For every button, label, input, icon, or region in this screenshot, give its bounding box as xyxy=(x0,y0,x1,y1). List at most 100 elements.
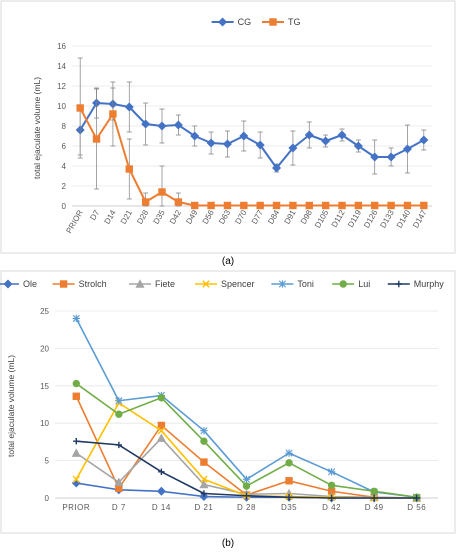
b-legend-swatch-marker xyxy=(135,279,145,288)
b-point-lui xyxy=(115,410,123,418)
a-point-tg xyxy=(174,198,183,206)
b-point-toni xyxy=(285,449,293,457)
a-point-cg xyxy=(173,120,183,130)
a-legend-label: CG xyxy=(238,17,252,27)
a-point-cg xyxy=(222,139,232,149)
b-legend-swatch-marker xyxy=(3,279,13,289)
b-legend-label: Lui xyxy=(358,279,370,289)
a-legend-swatch-marker xyxy=(218,17,228,27)
a-series-tg xyxy=(76,57,428,210)
b-point-murphy xyxy=(200,490,208,497)
a-point-cg xyxy=(337,130,347,140)
b-point-murphy xyxy=(158,468,165,476)
b-y-tick-label: 15 xyxy=(40,382,49,391)
a-point-cg xyxy=(386,152,396,162)
a-y-tick-label: 10 xyxy=(57,102,66,111)
a-point-cg xyxy=(272,163,282,173)
b-point-strolch xyxy=(115,484,123,492)
b-point-toni xyxy=(327,468,336,476)
a-point-tg xyxy=(92,135,101,143)
b-x-tick-label: PRIOR xyxy=(62,503,90,512)
a-point-cg xyxy=(288,143,298,153)
a-point-tg xyxy=(256,201,264,210)
a-point-cg xyxy=(141,119,151,129)
chart-b-legend: Ole Strolch Fiete Spencer Toni Lui Murphy xyxy=(0,279,444,289)
b-y-tick-label: 5 xyxy=(45,457,50,466)
b-point-lui xyxy=(157,394,166,402)
b-point-strolch xyxy=(285,477,293,485)
b-x-tick-label: D 56 xyxy=(407,503,426,512)
b-x-tick-label: D 7 xyxy=(112,503,126,512)
a-point-tg xyxy=(141,198,150,206)
b-x-tick-label: D 14 xyxy=(152,503,171,512)
chart-b-y-ticks: 0 5 10 15 20 25 xyxy=(40,307,49,503)
b-point-lui xyxy=(72,379,80,388)
b-legend-item-spencer: Spencer xyxy=(195,279,255,289)
a-point-tg xyxy=(207,201,215,210)
b-point-lui xyxy=(242,482,251,490)
a-y-tick-label: 6 xyxy=(62,142,67,151)
b-point-fiete xyxy=(71,448,81,457)
b-point-murphy xyxy=(413,494,420,502)
a-legend-item-tg: TG xyxy=(262,17,301,27)
a-point-tg xyxy=(158,188,166,196)
a-legend-item-cg: CG xyxy=(211,17,252,27)
a-point-cg xyxy=(304,130,314,140)
b-point-murphy xyxy=(285,494,293,501)
b-point-fiete xyxy=(156,433,166,442)
b-legend-swatch-marker xyxy=(59,280,68,288)
b-y-tick-label: 0 xyxy=(45,494,50,503)
chart-b-x-ticks: PRIOR D 7 D 14 D 21 D 28 D35 D 42 D 49 D 56 xyxy=(62,503,426,512)
a-line-tg xyxy=(79,107,424,207)
chart-b-caption: (b) xyxy=(222,538,234,549)
b-point-spencer xyxy=(157,426,166,435)
b-legend-label: Spencer xyxy=(221,279,255,289)
a-point-tg xyxy=(354,201,363,210)
a-point-cg xyxy=(402,144,412,154)
b-x-tick-label: D 49 xyxy=(365,503,384,512)
b-point-ole xyxy=(156,486,166,496)
a-error-bar xyxy=(159,165,165,207)
a-y-tick-label: 4 xyxy=(62,162,67,171)
a-point-cg xyxy=(157,121,167,131)
b-y-tick-label: 20 xyxy=(40,344,49,353)
chart-panel-b: Ole Strolch Fiete Spencer Toni Lui Murphy 0 5 10… xyxy=(0,270,456,534)
b-legend-item-strolch: Strolch xyxy=(52,279,107,289)
b-legend-swatch-marker xyxy=(395,280,402,288)
a-y-tick-label: 14 xyxy=(57,62,66,71)
a-point-tg xyxy=(403,201,412,210)
chart-a-caption: (a) xyxy=(222,256,234,267)
a-point-tg xyxy=(371,201,379,210)
chart-a-series xyxy=(75,57,429,210)
b-legend-label: Fiete xyxy=(155,279,175,289)
a-point-tg xyxy=(387,201,395,210)
a-legend-swatch-marker xyxy=(269,18,277,26)
chart-a-y-axis-label: total ejaculate volume (mL) xyxy=(32,77,42,179)
a-point-cg xyxy=(419,135,429,145)
b-x-tick-label: D 42 xyxy=(322,503,341,512)
chart-a-frame xyxy=(0,0,456,254)
a-point-cg xyxy=(353,141,363,151)
a-y-tick-label: 2 xyxy=(62,182,67,191)
b-point-murphy xyxy=(370,494,378,502)
a-point-tg xyxy=(420,201,428,210)
a-point-tg xyxy=(272,201,281,210)
b-point-toni xyxy=(200,426,208,435)
chart-a-y-ticks: 0 2 4 6 8 10 12 14 16 xyxy=(57,42,66,211)
b-point-murphy xyxy=(73,437,80,445)
b-series-murphy xyxy=(73,437,420,502)
b-legend-swatch-marker xyxy=(278,280,287,288)
chart-a-legend: CG TG xyxy=(211,17,301,27)
b-point-lui xyxy=(370,487,378,495)
a-point-tg xyxy=(338,201,346,210)
b-x-tick-label: D 21 xyxy=(194,503,213,512)
a-y-tick-label: 16 xyxy=(57,42,66,51)
a-point-tg xyxy=(76,104,84,112)
b-legend-item-ole: Ole xyxy=(0,279,37,289)
b-legend-swatch-marker xyxy=(202,280,210,288)
a-y-tick-label: 0 xyxy=(62,202,67,211)
b-point-strolch xyxy=(72,392,80,400)
